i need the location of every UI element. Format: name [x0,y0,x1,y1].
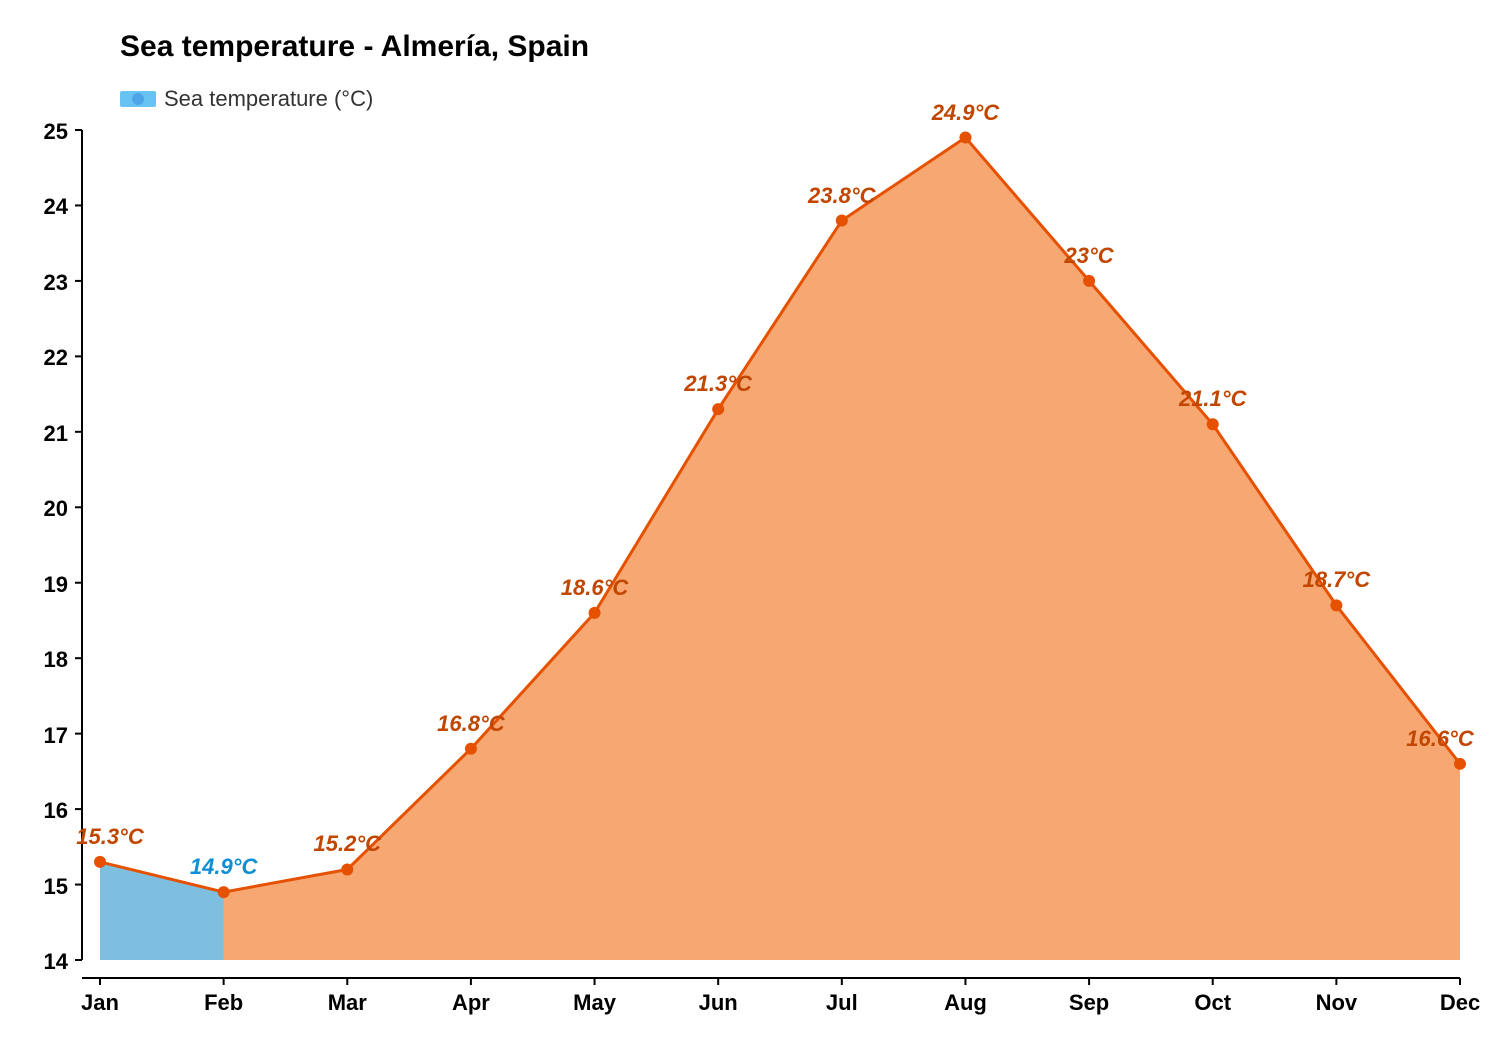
x-tick-label: Feb [204,990,243,1016]
y-tick-label: 14 [44,949,68,975]
x-tick-label: Jun [699,990,738,1016]
y-tick-label: 17 [44,723,68,749]
x-tick-label: Mar [328,990,367,1016]
y-tick-label: 22 [44,345,68,371]
x-tick-label: Jul [826,990,858,1016]
x-tick-label: Apr [452,990,490,1016]
data-label: 15.2°C [314,831,382,857]
y-tick-label: 20 [44,496,68,522]
y-tick-label: 18 [44,647,68,673]
y-tick-label: 15 [44,874,68,900]
labels-layer: 14 15 16 17 18 19 20 21 22 23 24 25 Jan Feb Mar Apr May J… [0,0,1500,1050]
x-tick-label: Nov [1316,990,1358,1016]
data-label: 14.9°C [190,854,258,880]
x-tick-label: Dec [1440,990,1480,1016]
x-tick-label: May [573,990,616,1016]
data-label: 16.8°C [437,711,505,737]
x-tick-label: Jan [81,990,119,1016]
data-label: 15.3°C [76,824,144,850]
data-label: 24.9°C [932,100,1000,126]
y-tick-label: 19 [44,572,68,598]
data-label: 23°C [1065,243,1114,269]
x-tick-label: Oct [1194,990,1231,1016]
data-label: 18.6°C [561,575,629,601]
data-label: 18.7°C [1303,567,1371,593]
data-label: 23.8°C [808,183,876,209]
x-tick-label: Aug [944,990,987,1016]
chart-container: Sea temperature - Almería, Spain Sea tem… [0,0,1500,1050]
data-label: 21.1°C [1179,386,1247,412]
y-tick-label: 21 [44,421,68,447]
x-tick-label: Sep [1069,990,1109,1016]
y-tick-label: 24 [44,194,68,220]
y-tick-label: 23 [44,270,68,296]
y-tick-label: 16 [44,798,68,824]
data-label: 21.3°C [684,371,752,397]
y-tick-label: 25 [44,119,68,145]
data-label: 16.6°C [1406,726,1474,752]
